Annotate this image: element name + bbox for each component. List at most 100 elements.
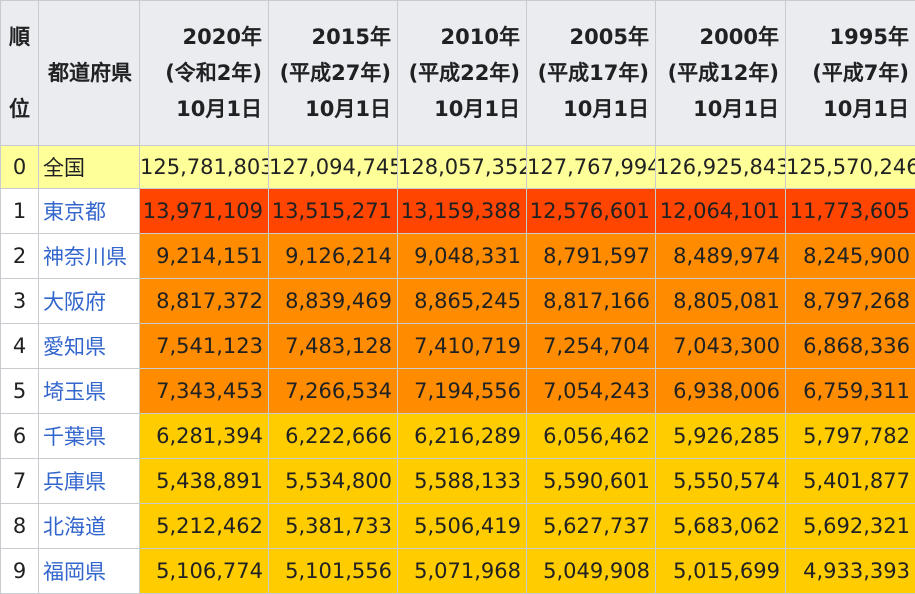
population-cell: 7,054,243 [527,369,656,414]
table-row: 9 福岡県 5,106,774 5,101,556 5,071,968 5,04… [1,549,915,594]
rank-header-label: 順位 [9,1,30,145]
prefecture-header[interactable]: 都道府県 [39,1,140,146]
population-cell: 12,576,601 [527,189,656,234]
year-header-date: 10月1日 [656,91,779,127]
population-cell: 5,926,285 [656,414,786,459]
table-row: 7 兵庫県 5,438,891 5,534,800 5,588,133 5,59… [1,459,915,504]
population-cell: 6,216,289 [398,414,527,459]
population-cell: 5,627,737 [527,504,656,549]
population-cell: 7,410,719 [398,324,527,369]
population-cell: 6,759,311 [786,369,915,414]
prefecture-link[interactable]: 神奈川県 [43,245,127,269]
year-header-era: (平成22年) [398,55,520,91]
population-cell: 9,048,331 [398,234,527,279]
population-cell: 8,865,245 [398,279,527,324]
year-header-2015[interactable]: 2015年 (平成27年) 10月1日 [269,1,398,146]
population-cell: 8,817,166 [527,279,656,324]
table-row: 5 埼玉県 7,343,453 7,266,534 7,194,556 7,05… [1,369,915,414]
population-cell: 13,515,271 [269,189,398,234]
population-cell: 4,933,393 [786,549,915,594]
year-header-date: 10月1日 [398,91,520,127]
year-header-year: 2015年 [269,19,391,55]
table-row: 2 神奈川県 9,214,151 9,126,214 9,048,331 8,7… [1,234,915,279]
year-header-1995[interactable]: 1995年 (平成7年) 10月1日 [786,1,915,146]
rank-cell: 1 [1,189,39,234]
population-cell: 7,266,534 [269,369,398,414]
population-cell: 8,245,900 [786,234,915,279]
population-cell: 5,683,062 [656,504,786,549]
population-cell: 5,106,774 [140,549,269,594]
prefecture-link[interactable]: 東京都 [43,200,106,224]
population-cell: 125,570,246 [786,146,915,189]
prefecture-link[interactable]: 愛知県 [43,335,106,359]
table-row: 8 北海道 5,212,462 5,381,733 5,506,419 5,62… [1,504,915,549]
prefecture-link[interactable]: 埼玉県 [43,380,106,404]
prefecture-cell: 兵庫県 [39,459,140,504]
table-row: 0 全国 125,781,803 127,094,745 128,057,352… [1,146,915,189]
population-cell: 7,541,123 [140,324,269,369]
year-header-era: (平成7年) [786,55,909,91]
prefecture-link[interactable]: 大阪府 [43,290,106,314]
population-cell: 5,506,419 [398,504,527,549]
year-header-year: 2020年 [140,19,262,55]
year-header-2005[interactable]: 2005年 (平成17年) 10月1日 [527,1,656,146]
prefecture-cell: 全国 [39,146,140,189]
prefecture-link[interactable]: 千葉県 [43,425,106,449]
prefecture-cell: 福岡県 [39,549,140,594]
population-cell: 126,925,843 [656,146,786,189]
year-header-2020[interactable]: 2020年 (令和2年) 10月1日 [140,1,269,146]
year-header-2000[interactable]: 2000年 (平成12年) 10月1日 [656,1,786,146]
rank-cell: 8 [1,504,39,549]
population-cell: 8,797,268 [786,279,915,324]
population-cell: 5,588,133 [398,459,527,504]
population-cell: 5,438,891 [140,459,269,504]
population-cell: 13,159,388 [398,189,527,234]
table-row: 1 東京都 13,971,109 13,515,271 13,159,388 1… [1,189,915,234]
population-cell: 128,057,352 [398,146,527,189]
rank-cell: 0 [1,146,39,189]
population-cell: 5,015,699 [656,549,786,594]
year-header-2010[interactable]: 2010年 (平成22年) 10月1日 [398,1,527,146]
population-cell: 8,817,372 [140,279,269,324]
population-cell: 5,590,601 [527,459,656,504]
population-cell: 5,212,462 [140,504,269,549]
rank-header[interactable]: 順位 [1,1,39,146]
rank-cell: 5 [1,369,39,414]
prefecture-cell: 愛知県 [39,324,140,369]
table-row: 4 愛知県 7,541,123 7,483,128 7,410,719 7,25… [1,324,915,369]
population-cell: 6,222,666 [269,414,398,459]
year-header-date: 10月1日 [786,91,909,127]
population-cell: 5,071,968 [398,549,527,594]
year-header-year: 2010年 [398,19,520,55]
population-cell: 7,254,704 [527,324,656,369]
population-cell: 6,056,462 [527,414,656,459]
population-cell: 8,805,081 [656,279,786,324]
population-cell: 5,550,574 [656,459,786,504]
year-header-era: (平成17年) [527,55,649,91]
population-cell: 5,381,733 [269,504,398,549]
year-header-date: 10月1日 [269,91,391,127]
population-cell: 8,839,469 [269,279,398,324]
population-cell: 6,938,006 [656,369,786,414]
prefecture-header-label: 都道府県 [48,61,132,85]
table-row: 6 千葉県 6,281,394 6,222,666 6,216,289 6,05… [1,414,915,459]
population-cell: 125,781,803 [140,146,269,189]
prefecture-link[interactable]: 北海道 [43,515,106,539]
year-header-era: (平成27年) [269,55,391,91]
year-header-era: (令和2年) [140,55,262,91]
population-cell: 5,401,877 [786,459,915,504]
year-header-year: 2005年 [527,19,649,55]
prefecture-link[interactable]: 兵庫県 [43,470,106,494]
population-cell: 12,064,101 [656,189,786,234]
population-cell: 13,971,109 [140,189,269,234]
year-header-year: 2000年 [656,19,779,55]
population-cell: 5,049,908 [527,549,656,594]
rank-cell: 7 [1,459,39,504]
population-cell: 5,534,800 [269,459,398,504]
population-cell: 127,094,745 [269,146,398,189]
prefecture-cell: 大阪府 [39,279,140,324]
year-header-date: 10月1日 [140,91,262,127]
prefecture-cell: 埼玉県 [39,369,140,414]
population-cell: 9,214,151 [140,234,269,279]
